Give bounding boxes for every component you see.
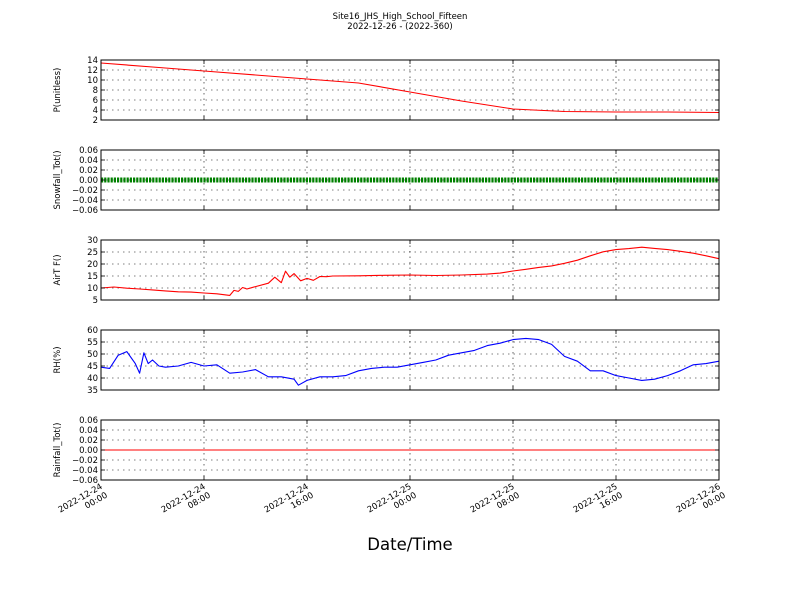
y-tick-label: 10: [87, 284, 98, 294]
y-tick-label: 20: [87, 260, 98, 270]
subplot-5: −0.06−0.04−0.020.000.020.040.06 Rainfall_…: [53, 416, 720, 486]
series-line: [100, 62, 720, 114]
y-tick-label: 45: [87, 362, 98, 372]
y-axis-label: Snowfall_Tot(): [53, 150, 63, 209]
y-tick-label: 50: [87, 350, 98, 360]
y-axis-label: Rainfall_Tot(): [53, 423, 63, 478]
y-tick-label: 0.04: [79, 156, 98, 166]
y-axis-label: RH(%): [53, 346, 63, 373]
y-tick-label: 25: [87, 248, 98, 258]
y-tick-label: 0.02: [79, 436, 98, 446]
y-tick-label: 8: [93, 86, 98, 96]
y-tick-label: −0.06: [72, 206, 98, 216]
y-tick-label: 40: [87, 374, 98, 384]
series-line: [100, 337, 720, 386]
x-tick-label: 2022-12-2500:00: [366, 482, 419, 524]
y-tick-label: −0.02: [72, 186, 98, 196]
y-tick-label: 4: [93, 106, 98, 116]
y-tick-label: 6: [93, 96, 98, 106]
y-axis-label: AirT F(): [53, 254, 63, 285]
y-tick-label: −0.02: [72, 456, 98, 466]
subplot-4: 35 40 45 50 55 60 RH(%): [53, 326, 720, 396]
y-tick-label: 30: [87, 236, 98, 246]
subplot-3: 5 10 15 20 25 30 AirT F(): [53, 236, 720, 306]
y-tick-label: 0.06: [79, 416, 98, 426]
figure-subtitle: 2022-12-26 - (2022-360): [347, 22, 452, 32]
figure-title: Site16_JHS_High_School_Fifteen: [333, 12, 468, 22]
x-tick-label: 2022-12-2516:00: [572, 482, 625, 524]
x-tick-label: 2022-12-2508:00: [469, 482, 522, 524]
y-tick-label: 5: [93, 296, 98, 306]
y-tick-label: −0.04: [72, 196, 98, 206]
y-tick-label: 0.06: [79, 146, 98, 156]
x-tick-label: 2022-12-2416:00: [263, 482, 316, 524]
series-line: [100, 246, 720, 296]
x-tick-label: 2022-12-2600:00: [675, 482, 728, 524]
y-tick-label: 0.02: [79, 166, 98, 176]
y-tick-label: 2: [93, 116, 98, 126]
x-tick-labels: 2022-12-2400:00 2022-12-2408:00 2022-12-24…: [57, 482, 728, 524]
x-tick-label: 2022-12-2400:00: [57, 482, 110, 524]
y-tick-label: 60: [87, 326, 98, 336]
y-tick-label: 55: [87, 338, 98, 348]
y-tick-label: −0.06: [72, 476, 98, 486]
subplot-2: −0.06−0.04−0.020.000.020.040.06 Snowfall_…: [53, 146, 720, 216]
subplots: 2468101214P(unitless)−0.06−0.04−0.020.00…: [53, 56, 720, 486]
y-tick-label: 0.04: [79, 426, 98, 436]
x-tick-label: 2022-12-2408:00: [160, 482, 213, 524]
y-tick-label: 14: [87, 56, 98, 66]
y-tick-label: 0.00: [79, 446, 98, 456]
y-tick-label: −0.04: [72, 466, 98, 476]
y-tick-label: 10: [87, 76, 98, 86]
y-tick-label: 35: [87, 386, 98, 396]
y-axis-label: P(unitless): [53, 68, 63, 113]
y-tick-label: 12: [87, 66, 98, 76]
y-tick-label: 15: [87, 272, 98, 282]
x-axis-label: Date/Time: [367, 535, 452, 554]
y-tick-label: 0.00: [79, 176, 98, 186]
